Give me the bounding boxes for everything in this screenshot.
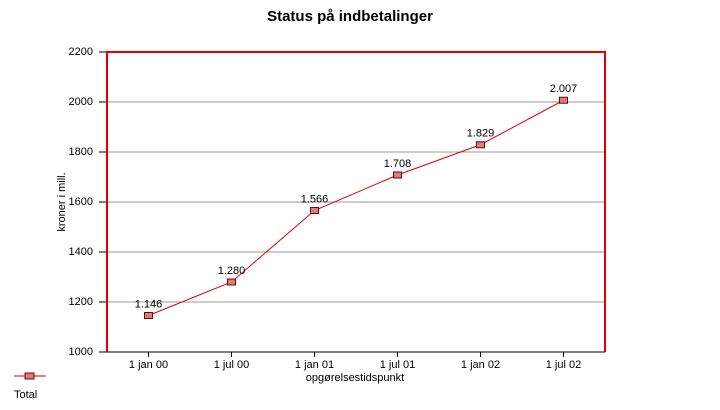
y-tick-label: 1800 bbox=[69, 146, 93, 158]
y-tick-label: 1000 bbox=[69, 346, 93, 358]
x-tick-label: 1 jan 01 bbox=[295, 359, 334, 371]
marker bbox=[310, 207, 319, 214]
x-tick-label: 1 jul 01 bbox=[380, 359, 415, 371]
x-tick-label: 1 jan 00 bbox=[129, 359, 168, 371]
marker bbox=[559, 96, 568, 104]
y-tick-label: 2200 bbox=[69, 46, 93, 58]
y-tick-label: 1600 bbox=[69, 196, 93, 208]
data-label: 2.007 bbox=[550, 83, 578, 95]
data-label: 1.708 bbox=[384, 158, 412, 170]
marker bbox=[476, 141, 485, 149]
data-label: 1.566 bbox=[301, 193, 329, 205]
marker bbox=[144, 312, 153, 319]
marker bbox=[393, 171, 402, 179]
y-axis-label: kroner i mill. bbox=[56, 172, 68, 231]
chart-title: Status på indbetalinger bbox=[267, 8, 433, 25]
data-label: 1.829 bbox=[467, 128, 495, 140]
marker bbox=[227, 278, 236, 286]
x-axis-label: opgørelsestidspunkt bbox=[306, 372, 404, 384]
legend-marker bbox=[24, 372, 35, 380]
y-tick-label: 1400 bbox=[69, 246, 93, 258]
line bbox=[148, 99, 564, 316]
y-tick-label: 2000 bbox=[69, 96, 93, 108]
y-tick-label: 1200 bbox=[69, 296, 93, 308]
x-tick-label: 1 jan 02 bbox=[461, 359, 500, 371]
legend-label: Total bbox=[14, 389, 37, 401]
plot-frame bbox=[106, 51, 606, 352]
x-tick-label: 1 jul 00 bbox=[214, 359, 249, 371]
data-label: 1.146 bbox=[135, 298, 163, 310]
data-label: 1.280 bbox=[218, 265, 246, 277]
x-tick-label: 1 jul 02 bbox=[546, 359, 581, 371]
